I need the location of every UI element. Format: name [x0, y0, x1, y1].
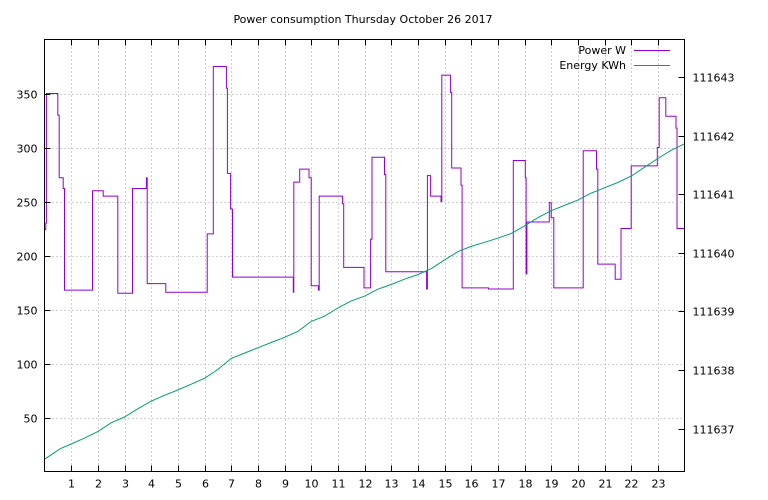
y2-tick-label: 111642 — [693, 131, 735, 144]
x-tick-label: 9 — [282, 478, 289, 491]
y2-tick-label: 111639 — [693, 306, 735, 319]
x-tick-label: 7 — [228, 478, 235, 491]
y-tick-label: 150 — [17, 305, 38, 318]
plot-frame — [44, 39, 685, 472]
y-tick-label: 350 — [17, 89, 38, 102]
x-tick-label: 5 — [175, 478, 182, 491]
x-tick-label: 20 — [572, 478, 586, 491]
legend-label-power-w: Power W — [578, 44, 626, 57]
legend: Power W Energy KWh — [559, 44, 670, 72]
x-tick-label: 2 — [95, 478, 102, 491]
y-tick-label: 200 — [17, 251, 38, 264]
x-tick-label: 13 — [385, 478, 399, 491]
x-tick-label: 4 — [148, 478, 155, 491]
x-tick-label: 17 — [492, 478, 506, 491]
y-tick-label: 250 — [17, 197, 38, 210]
series-line-energy-kwh — [44, 143, 685, 460]
x-tick-label: 10 — [305, 478, 319, 491]
y2-tick-label: 111641 — [693, 189, 735, 202]
y-tick-label: 50 — [24, 413, 38, 426]
x-tick-label: 21 — [599, 478, 613, 491]
x-tick-label: 11 — [332, 478, 346, 491]
axes: 1 2 3 4 5 6 7 8 9 10 11 12 13 14 15 16 17 18 19 20 21 22 23501… — [17, 39, 735, 491]
x-tick-label: 15 — [439, 478, 453, 491]
y2-tick-label: 111638 — [693, 365, 735, 378]
x-tick-label: 1 — [68, 478, 75, 491]
chart-title: Power consumption Thursday October 26 20… — [233, 13, 492, 26]
x-tick-label: 23 — [652, 478, 666, 491]
series-line-power-w — [44, 66, 685, 294]
y-tick-label: 300 — [17, 143, 38, 156]
y2-tick-label: 111637 — [693, 424, 735, 437]
x-tick-label: 3 — [122, 478, 129, 491]
x-tick-label: 16 — [465, 478, 479, 491]
y-tick-label: 100 — [17, 359, 38, 372]
x-tick-label: 12 — [359, 478, 373, 491]
x-tick-label: 22 — [625, 478, 639, 491]
x-tick-label: 8 — [255, 478, 262, 491]
series-layer — [44, 66, 685, 460]
y2-tick-label: 111643 — [693, 72, 735, 85]
x-tick-label: 6 — [202, 478, 209, 491]
legend-label-energy-kwh: Energy KWh — [559, 59, 626, 72]
x-tick-label: 14 — [412, 478, 426, 491]
y2-tick-label: 111640 — [693, 248, 735, 261]
x-tick-label: 19 — [545, 478, 559, 491]
x-tick-label: 18 — [519, 478, 533, 491]
grid — [44, 39, 685, 472]
